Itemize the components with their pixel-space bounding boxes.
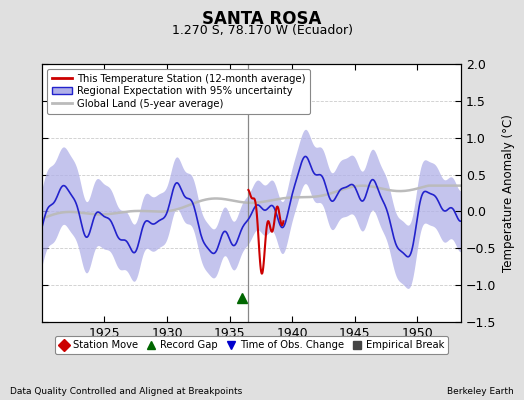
Y-axis label: Temperature Anomaly (°C): Temperature Anomaly (°C): [502, 114, 515, 272]
Legend: This Temperature Station (12-month average), Regional Expectation with 95% uncer: This Temperature Station (12-month avera…: [47, 69, 310, 114]
Legend: Station Move, Record Gap, Time of Obs. Change, Empirical Break: Station Move, Record Gap, Time of Obs. C…: [55, 336, 448, 354]
Text: 1.270 S, 78.170 W (Ecuador): 1.270 S, 78.170 W (Ecuador): [171, 24, 353, 37]
Text: Data Quality Controlled and Aligned at Breakpoints: Data Quality Controlled and Aligned at B…: [10, 387, 243, 396]
Text: SANTA ROSA: SANTA ROSA: [202, 10, 322, 28]
Text: Berkeley Earth: Berkeley Earth: [447, 387, 514, 396]
